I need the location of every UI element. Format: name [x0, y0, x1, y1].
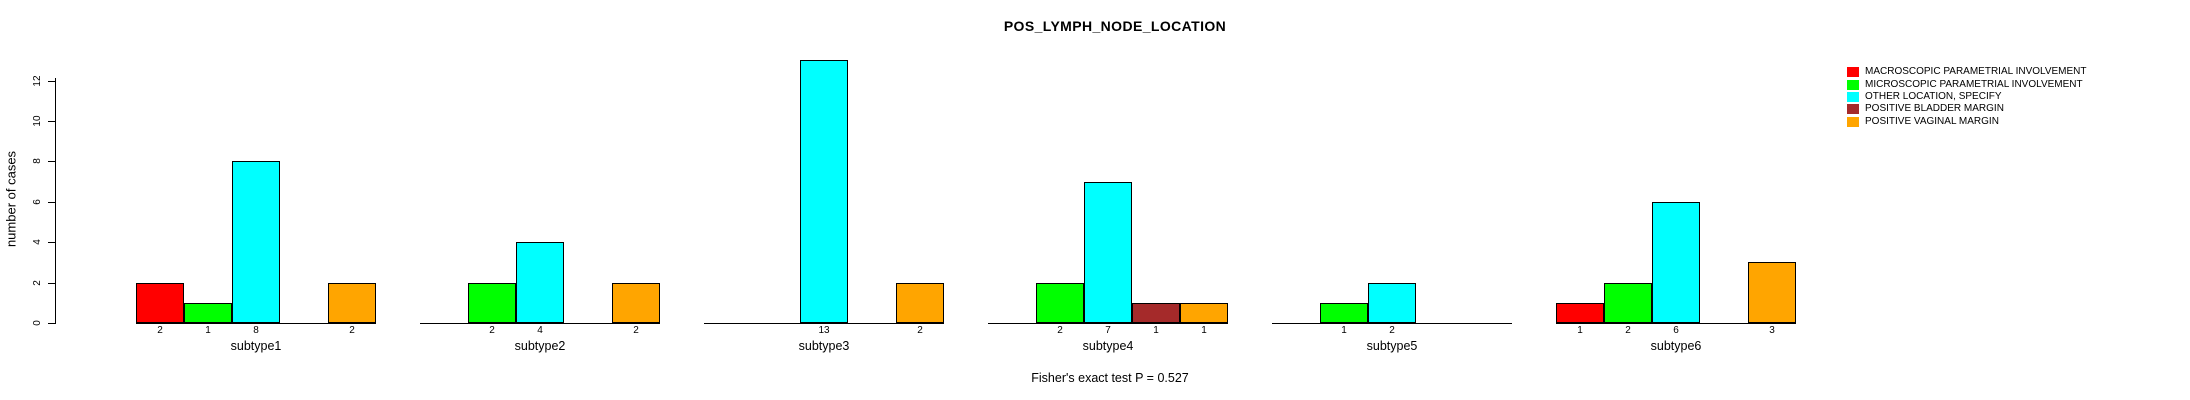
bar-value-label: 1: [1153, 325, 1159, 336]
bar-subtype1-series1: [136, 283, 184, 323]
bar-subtype5-series3: [1368, 283, 1416, 323]
bar-value-label: 2: [917, 325, 923, 336]
y-axis-tick: [48, 80, 55, 82]
bar-value-label: 1: [1201, 325, 1207, 336]
y-axis-tick: [48, 323, 55, 324]
legend: MACROSCOPIC PARAMETRIAL INVOLVEMENT MICRO…: [1847, 66, 2087, 128]
legend-label: MACROSCOPIC PARAMETRIAL INVOLVEMENT: [1865, 66, 2087, 78]
y-axis-tick: [48, 282, 55, 284]
y-tick-label: 2: [32, 279, 43, 286]
legend-label: MICROSCOPIC PARAMETRIAL INVOLVEMENT: [1865, 78, 2083, 90]
y-tick-label: 0: [32, 320, 43, 326]
legend-item: POSITIVE BLADDER MARGIN: [1847, 103, 2087, 115]
x-category-label: subtype5: [1366, 339, 1418, 353]
bar-value-label: 2: [1389, 325, 1395, 336]
y-tick-label: 6: [32, 199, 43, 205]
bar-value-label: 2: [489, 325, 495, 336]
bar-value-label: 8: [253, 325, 259, 336]
legend-item: POSITIVE VAGINAL MARGIN: [1847, 116, 2087, 128]
bar-subtype6-series3: [1652, 202, 1700, 323]
bar-subtype6-series5: [1748, 262, 1796, 323]
chart-title: POS_LYMPH_NODE_LOCATION: [1003, 18, 1227, 34]
x-category-label: subtype2: [514, 339, 566, 353]
legend-label: POSITIVE VAGINAL MARGIN: [1865, 115, 1999, 127]
fisher-test-annotation: Fisher's exact test P = 0.527: [1031, 371, 1189, 385]
legend-label: OTHER LOCATION, SPECIFY: [1865, 90, 2002, 102]
bar-subtype4-series4: [1132, 303, 1180, 323]
bar-subtype2-series2: [468, 283, 516, 323]
bar-subtype1-series5: [328, 283, 376, 323]
legend-item: OTHER LOCATION, SPECIFY: [1847, 91, 2087, 103]
y-tick-label: 8: [32, 158, 43, 165]
y-tick-label: 4: [32, 239, 43, 245]
bar-subtype4-series5: [1180, 303, 1228, 323]
legend-swatch: [1847, 79, 1859, 90]
bar-subtype2-series3: [516, 242, 564, 323]
bar-value-label: 1: [1341, 325, 1347, 336]
y-tick-label: 12: [32, 75, 43, 87]
x-axis-segment: [420, 323, 660, 324]
bar-value-label: 2: [1625, 325, 1631, 336]
x-category-label: subtype1: [230, 339, 282, 353]
x-category-label: subtype3: [798, 339, 850, 353]
bar-value-label: 2: [349, 325, 355, 336]
y-axis-tick: [48, 121, 55, 122]
legend-label: POSITIVE BLADDER MARGIN: [1865, 103, 2004, 115]
y-tick-label: 10: [32, 115, 43, 127]
bar-subtype4-series2: [1036, 283, 1084, 323]
legend-swatch: [1847, 104, 1859, 115]
y-axis-tick: [48, 242, 55, 244]
legend-item: MICROSCOPIC PARAMETRIAL INVOLVEMENT: [1847, 78, 2087, 90]
legend-swatch: [1847, 91, 1859, 102]
x-axis-segment: [704, 323, 944, 324]
x-category-label: subtype4: [1082, 339, 1134, 353]
bar-value-label: 2: [633, 325, 639, 336]
bar-subtype2-series5: [612, 283, 660, 323]
x-axis-segment: [988, 323, 1228, 324]
bar-subtype3-series3: [800, 60, 848, 323]
x-axis-segment: [1272, 323, 1512, 324]
bar-value-label: 13: [818, 325, 830, 336]
bar-subtype5-series2: [1320, 303, 1368, 323]
legend-swatch: [1847, 67, 1859, 78]
bar-subtype3-series5: [896, 283, 944, 323]
legend-swatch: [1847, 116, 1859, 127]
bar-value-label: 3: [1769, 325, 1775, 336]
x-axis-segment: [1556, 323, 1796, 324]
y-axis-tick: [48, 161, 55, 163]
bar-subtype6-series2: [1604, 283, 1652, 323]
y-axis-line: [55, 78, 56, 324]
y-axis-label: number of cases: [3, 150, 19, 248]
bar-value-label: 2: [1057, 325, 1063, 336]
legend-item: MACROSCOPIC PARAMETRIAL INVOLVEMENT: [1847, 66, 2087, 78]
bar-value-label: 7: [1105, 325, 1111, 336]
x-category-label: subtype6: [1650, 339, 1702, 353]
bar-subtype6-series1: [1556, 303, 1604, 323]
y-axis-tick: [48, 201, 55, 203]
x-axis-segment: [136, 323, 376, 324]
bar-value-label: 2: [157, 325, 163, 336]
bar-subtype4-series3: [1084, 182, 1132, 323]
bar-subtype1-series3: [232, 161, 280, 323]
bar-value-label: 1: [205, 325, 211, 336]
bar-subtype1-series2: [184, 303, 232, 323]
bar-value-label: 6: [1673, 325, 1679, 336]
bar-value-label: 1: [1577, 325, 1583, 336]
bar-value-label: 4: [537, 325, 543, 336]
